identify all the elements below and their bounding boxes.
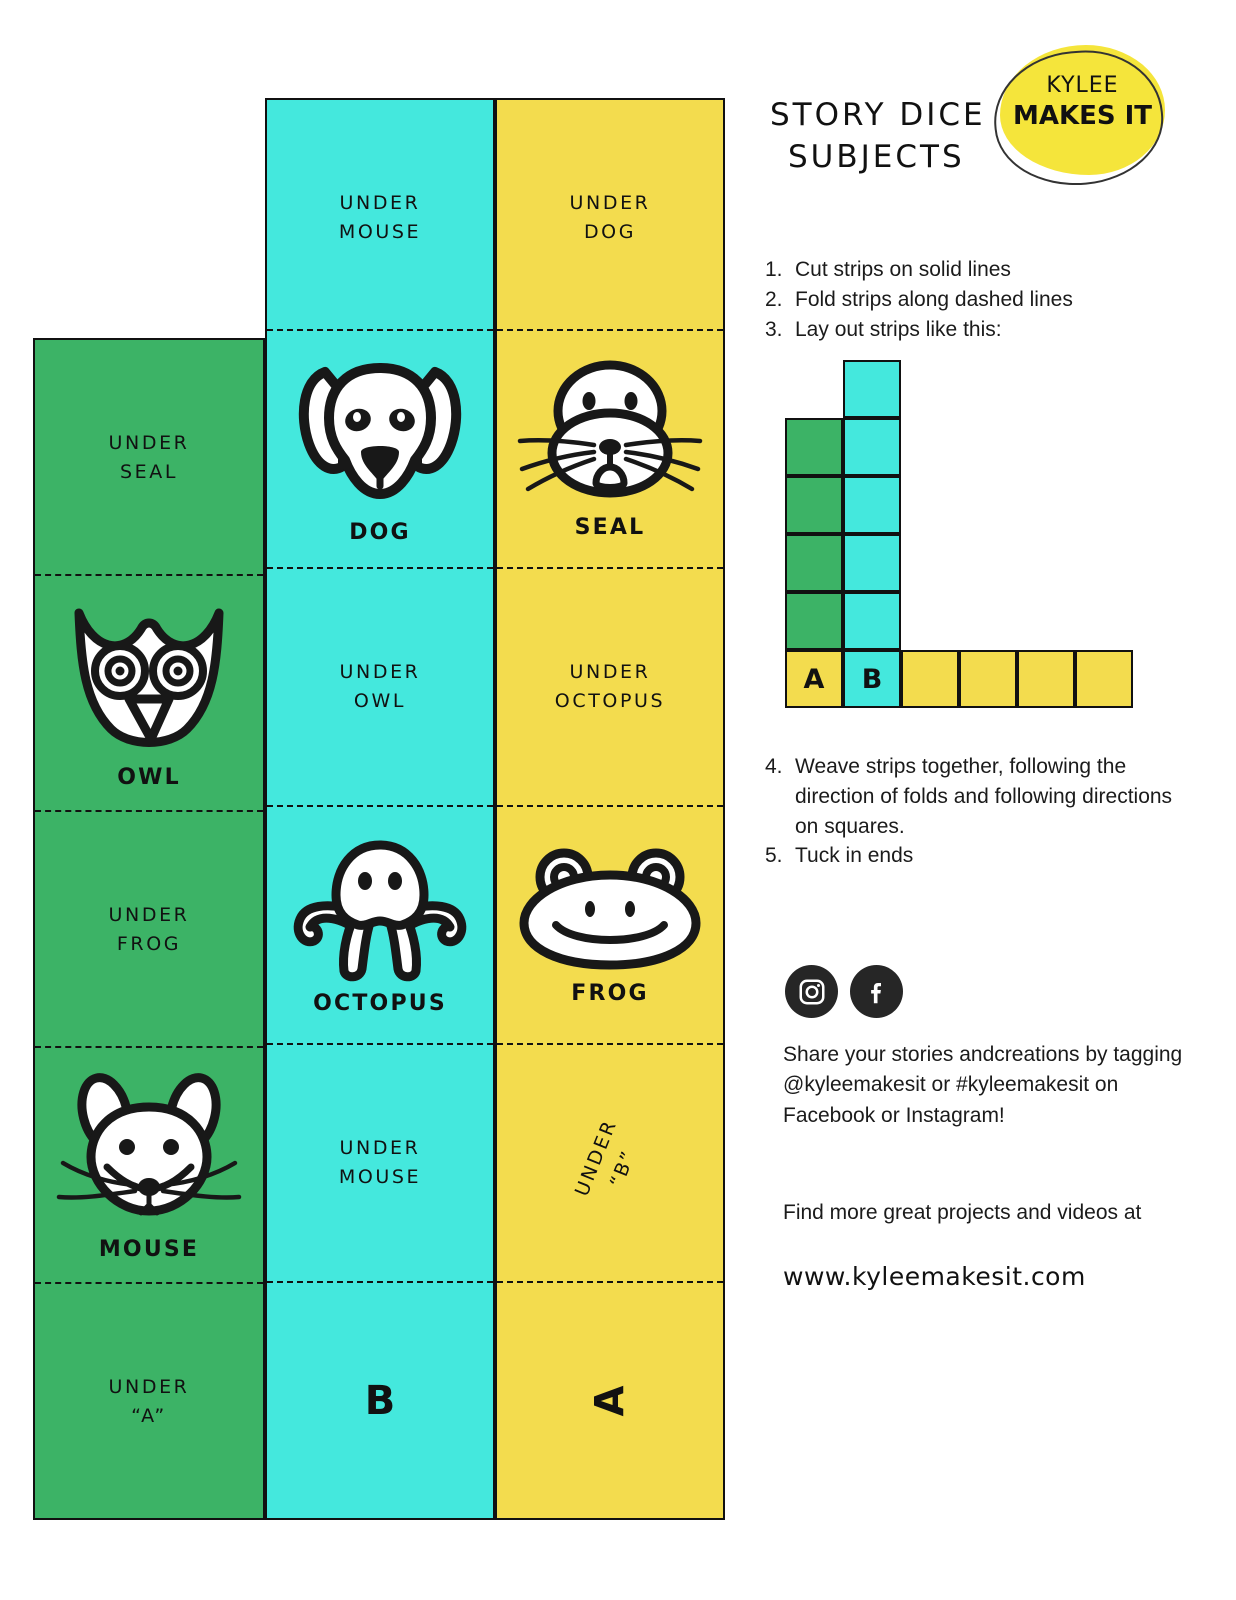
strip-cell: UNDER DOG	[497, 100, 723, 336]
instruction-list-bottom: 4. Weave strips together, following the …	[765, 752, 1185, 871]
instruction-list-top: 1. Cut strips on solid lines 2. Fold str…	[765, 255, 1215, 344]
instruction-item: 3. Lay out strips like this:	[765, 317, 1002, 341]
owl-icon	[65, 599, 233, 759]
under-label: UNDER OWL	[339, 660, 421, 712]
find-text: Find more great projects and videos at	[783, 1201, 1142, 1224]
strip-cell: UNDER “A”	[35, 1284, 263, 1520]
instruction-item: 5. Tuck in ends	[765, 844, 914, 868]
fold-line	[497, 1043, 723, 1045]
facebook-icon[interactable]	[850, 965, 903, 1018]
diagram-cell-green	[785, 592, 843, 650]
strip-cell: UNDER SEAL	[35, 340, 263, 576]
under-label: UNDER MOUSE	[338, 191, 422, 243]
under-label: UNDER DOG	[569, 191, 651, 243]
diagram-cell-yellow	[959, 650, 1017, 708]
strip-cell: UNDER OCTOPUS	[497, 569, 723, 805]
logo-blob	[1000, 45, 1165, 175]
strip-yellow: UNDER DOG	[495, 98, 725, 1520]
strip-cell: UNDER “B”	[497, 1045, 723, 1281]
strip-cell: UNDER MOUSE	[267, 1045, 493, 1281]
animal-name: SEAL	[574, 514, 646, 540]
seal-icon	[510, 359, 710, 509]
fold-letter: B	[364, 1378, 396, 1424]
under-label: UNDER MOUSE	[338, 1136, 422, 1188]
dog-icon	[285, 354, 475, 514]
diagram-cell-yellow	[1017, 650, 1075, 708]
animal-name: DOG	[349, 519, 411, 545]
logo-text-top: KYLEE	[1046, 73, 1119, 98]
animal-name: OWL	[117, 764, 181, 790]
social-links	[785, 965, 903, 1018]
instruction-item: 2. Fold strips along dashed lines	[765, 287, 1073, 311]
animal-name: FROG	[571, 980, 649, 1006]
fold-line	[497, 805, 723, 807]
under-label: UNDER OCTOPUS	[554, 660, 666, 712]
fold-line	[267, 805, 493, 807]
fold-line	[267, 1043, 493, 1045]
fold-line	[35, 1282, 263, 1284]
diagram-cell-cyan	[843, 534, 901, 592]
frog-icon	[510, 845, 710, 975]
diagram-cell-yellow	[901, 650, 959, 708]
fold-line	[267, 567, 493, 569]
animal-name: OCTOPUS	[313, 990, 447, 1016]
page-title: STORY DICE SUBJECTS	[770, 95, 1020, 179]
mouse-icon	[49, 1071, 249, 1231]
strip-cell: B	[267, 1283, 493, 1519]
strip-cell: UNDER FROG	[35, 812, 263, 1048]
fold-line	[497, 1281, 723, 1283]
strip-cell: FROG	[497, 807, 723, 1043]
strip-cell: UNDER MOUSE	[267, 100, 493, 336]
fold-line	[497, 567, 723, 569]
diagram-cell-cyan	[843, 360, 901, 418]
diagram-label-b: B	[843, 650, 901, 708]
diagram-cell-cyan	[843, 476, 901, 534]
fold-line	[35, 1046, 263, 1048]
animal-name: MOUSE	[98, 1236, 200, 1262]
fold-line	[497, 329, 723, 331]
brand-logo: KYLEE MAKES IT	[988, 43, 1169, 193]
diagram-label-a: A	[785, 650, 843, 708]
strip-cell: SEAL	[497, 331, 723, 567]
strip-cell: UNDER OWL	[267, 569, 493, 805]
fold-line	[267, 329, 493, 331]
instagram-icon[interactable]	[785, 965, 838, 1018]
logo-text-bottom: MAKES IT	[1012, 101, 1153, 131]
strip-cell: DOG	[267, 331, 493, 567]
share-text: Share your stories andcreations by taggi…	[783, 1043, 1183, 1127]
diagram-cell-green	[785, 476, 843, 534]
title-line-1: STORY DICE	[770, 97, 986, 133]
fold-line	[267, 1281, 493, 1283]
diagram-cell-yellow	[1075, 650, 1133, 708]
strip-cyan: UNDER MOUSE DOG UNDER OWL	[265, 98, 495, 1520]
under-label-rotated: UNDER “B”	[570, 1115, 641, 1199]
strip-cell: MOUSE	[35, 1048, 263, 1284]
instruction-item: 1. Cut strips on solid lines	[765, 258, 1011, 281]
under-label: UNDER FROG	[108, 903, 190, 955]
instructions-panel: STORY DICE SUBJECTS KYLEE MAKES IT 1. Cu…	[755, 0, 1236, 1600]
diagram-cell-cyan	[843, 418, 901, 476]
strip-cell: OCTOPUS	[267, 807, 493, 1043]
octopus-icon	[280, 835, 480, 985]
fold-line	[35, 810, 263, 812]
fold-letter-rotated: A	[587, 1385, 633, 1417]
fold-line	[35, 574, 263, 576]
instruction-item: 4. Weave strips together, following the …	[765, 755, 1173, 838]
under-label: UNDER “A”	[108, 1375, 190, 1427]
strip-cell: A	[497, 1283, 723, 1519]
strip-cell: OWL	[35, 576, 263, 812]
under-label: UNDER SEAL	[108, 431, 190, 483]
website-url: www.kyleemakesit.com	[783, 1262, 1086, 1291]
diagram-cell-green	[785, 418, 843, 476]
strip-green: UNDER SEAL OWL UNDER FROG	[33, 338, 265, 1520]
title-line-2: SUBJECTS	[788, 138, 965, 175]
diagram-cell-cyan	[843, 592, 901, 650]
diagram-cell-green	[785, 534, 843, 592]
